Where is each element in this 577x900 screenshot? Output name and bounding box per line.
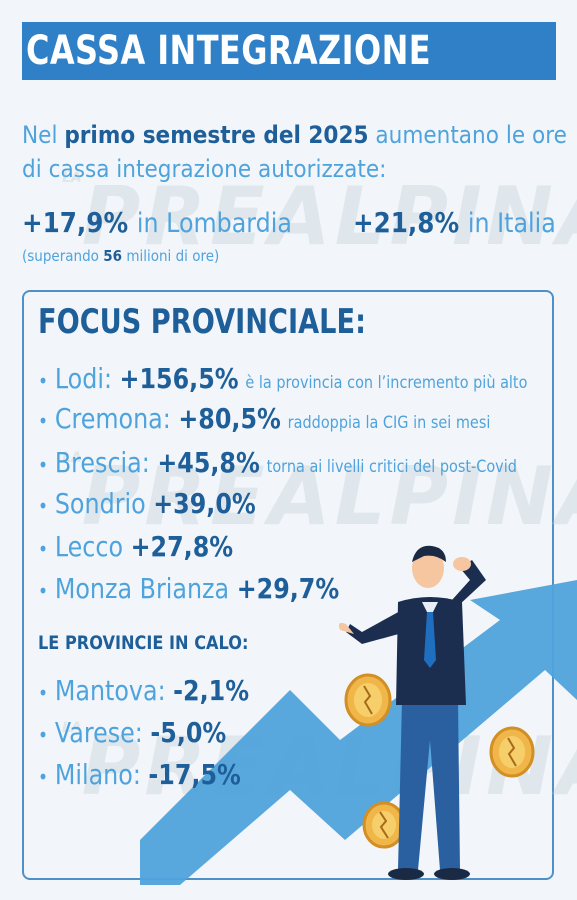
province-pct: +39,0% [153, 487, 256, 520]
stat-italia-value: +21,8% [353, 206, 460, 239]
intro-line-2: di cassa integrazione autorizzate: [22, 155, 387, 183]
province-name: Mantova: [54, 674, 174, 707]
province-desc: è la provincia con l’incremento più alto [245, 373, 528, 393]
province-desc: torna ai livelli critici del post-Covid [266, 457, 517, 477]
province-name: Monza Brianza [54, 572, 237, 605]
province-desc: raddoppia la CIG in sei mesi [287, 413, 491, 433]
header-banner: CASSA INTEGRAZIONE [22, 22, 556, 80]
coin-icon [362, 801, 406, 849]
stat-italia: +21,8% in Italia [353, 206, 556, 239]
province-pct: +156,5% [119, 362, 239, 395]
province-pct: +27,8% [130, 530, 234, 563]
province-item-cremona: • Cremona: +80,5% raddoppia la CIG in sei … [38, 402, 490, 435]
watermark-logo: LAPREALPINA [62, 450, 577, 543]
watermark-logo: LAPREALPINA [62, 170, 577, 263]
bullet-icon: • [38, 369, 49, 393]
stat-italia-label: in Italia [467, 208, 556, 239]
watermark-text: PREALPINA [81, 450, 577, 543]
stat-lombardia-label: in Lombardia [136, 208, 292, 239]
coin-icon [489, 726, 535, 778]
province-item-milano: • Milano: -17,5% [38, 758, 241, 791]
province-pct: -5,0% [150, 716, 227, 749]
rising-arrow-icon [140, 580, 577, 885]
note-number: 56 [103, 247, 123, 265]
province-name: Varese: [54, 716, 151, 749]
bullet-icon: • [38, 723, 49, 747]
province-item-monza-brianza: • Monza Brianza +29,7% [38, 572, 339, 605]
province-name: Milano: [54, 758, 149, 791]
province-pct: -2,1% [173, 674, 250, 707]
bullet-icon: • [38, 537, 49, 561]
stat-lombardia: +17,9% in Lombardia [22, 206, 292, 239]
stat-lombardia-value: +17,9% [22, 206, 129, 239]
province-item-varese: • Varese: -5,0% [38, 716, 226, 749]
intro-line-1: Nel primo semestre del 2025 aumentano le… [22, 118, 567, 152]
bullet-icon: • [38, 681, 49, 705]
decline-title: LE PROVINCIE IN CALO: [38, 632, 249, 654]
intro-highlight: primo semestre del 2025 [64, 121, 369, 149]
province-name: Cremona: [54, 402, 179, 435]
note-part: (superando [22, 247, 104, 265]
province-name: Brescia: [54, 446, 158, 479]
intro-text-part: aumentano le ore [368, 121, 567, 149]
intro-text-part: Nel [22, 121, 65, 149]
province-item-lodi: • Lodi: +156,5% è la provincia con l’incre… [38, 362, 527, 395]
coin-icon [344, 673, 392, 727]
watermark-text: PREALPINA [81, 170, 577, 263]
province-item-brescia: • Brescia: +45,8% torna ai livelli critici… [38, 446, 517, 479]
province-item-sondrio: • Sondrio +39,0% [38, 487, 256, 520]
man-figure-icon [338, 545, 486, 880]
stat-note: (superando 56 milioni di ore) [22, 247, 219, 265]
province-pct: +45,8% [157, 446, 260, 479]
bullet-icon: • [38, 579, 49, 603]
watermark-small: LA [62, 170, 82, 186]
intro-text: Nel primo semestre del 2025 aumentano le… [22, 118, 567, 186]
province-name: Lecco [54, 530, 131, 563]
bullet-icon: • [38, 409, 49, 433]
bullet-icon: • [38, 453, 49, 477]
bullet-icon: • [38, 494, 49, 518]
watermark-small: LA [62, 450, 82, 466]
bullet-icon: • [38, 765, 49, 789]
note-part: milioni di ore) [122, 247, 220, 265]
province-item-lecco: • Lecco +27,8% [38, 530, 233, 563]
province-pct: -17,5% [148, 758, 241, 791]
province-pct: +29,7% [236, 572, 340, 605]
province-item-mantova: • Mantova: -2,1% [38, 674, 249, 707]
focus-title: FOCUS PROVINCIALE: [38, 302, 366, 342]
watermark-small: LA [62, 720, 82, 736]
page-title: CASSA INTEGRAZIONE [26, 28, 432, 74]
province-pct: +80,5% [178, 402, 281, 435]
province-name: Sondrio [54, 487, 154, 520]
province-name: Lodi: [54, 362, 120, 395]
worried-man-illustration [140, 545, 577, 885]
